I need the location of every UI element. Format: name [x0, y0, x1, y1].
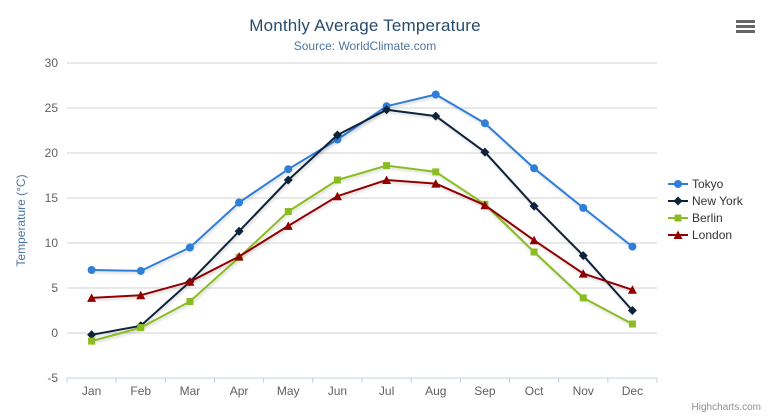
data-point-tokyo-dec[interactable]: [628, 242, 637, 251]
data-point-tokyo-may[interactable]: [284, 165, 293, 174]
data-point-new-york-may[interactable]: [283, 175, 293, 185]
data-point-london-jul[interactable]: [382, 175, 392, 185]
data-point-tokyo-nov[interactable]: [579, 203, 588, 212]
x-axis-label: Feb: [130, 384, 151, 398]
data-point-london-mar[interactable]: [185, 277, 195, 286]
data-point-berlin-mar[interactable]: [186, 298, 194, 305]
data-point-new-york-jul[interactable]: [382, 105, 392, 115]
data-point-berlin-feb[interactable]: [137, 324, 145, 332]
x-axis-label: Dec: [622, 384, 643, 398]
data-point-london-oct[interactable]: [529, 235, 539, 245]
gridlines: [67, 62, 657, 334]
x-axis-label: Mar: [180, 384, 201, 398]
legend-item-new-york[interactable]: New York: [668, 192, 743, 209]
x-axis-label: Apr: [230, 384, 249, 398]
hamburger-icon: [733, 20, 757, 33]
data-point-tokyo-sep[interactable]: [480, 119, 489, 128]
circle-legend-marker-icon: [668, 179, 688, 188]
data-point-new-york-jan[interactable]: [87, 330, 97, 340]
data-point-london-may[interactable]: [283, 221, 293, 230]
data-point-new-york-apr[interactable]: [234, 226, 244, 236]
chart-subtitle: Source: WorldClimate.com: [293, 39, 437, 53]
export-menu-button[interactable]: [731, 18, 759, 42]
data-point-london-aug[interactable]: [431, 179, 441, 188]
data-point-new-york-aug[interactable]: [431, 111, 441, 121]
data-point-london-nov[interactable]: [578, 269, 588, 278]
data-point-berlin-dec[interactable]: [628, 320, 636, 328]
y-axis-label: 20: [45, 146, 59, 160]
series-line-berlin: [91, 164, 633, 343]
highcharts-credits[interactable]: Highcharts.com: [691, 402, 761, 413]
y-axis-label: 25: [45, 101, 59, 115]
data-point-new-york-oct[interactable]: [529, 201, 539, 211]
data-point-new-york-jun[interactable]: [332, 130, 342, 140]
legend-item-london[interactable]: London: [668, 226, 743, 243]
data-point-new-york-dec[interactable]: [627, 306, 637, 315]
data-point-berlin-oct[interactable]: [530, 248, 538, 256]
data-point-tokyo-apr[interactable]: [235, 198, 244, 207]
x-axis-label: Aug: [425, 384, 446, 398]
x-axis-label: Jan: [82, 384, 101, 398]
x-axis-label: Oct: [525, 384, 544, 398]
x-axis-label: Sep: [474, 384, 496, 398]
y-axis-label: 10: [45, 236, 59, 250]
square-legend-marker-icon: [668, 214, 688, 221]
legend-item-berlin[interactable]: Berlin: [668, 209, 743, 226]
data-point-berlin-jan[interactable]: [88, 337, 96, 345]
legend: Tokyo New York Berlin London: [668, 175, 743, 243]
x-axis-label: Jun: [328, 384, 347, 398]
legend-label: New York: [692, 193, 743, 208]
y-axis-title: Temperature (°C): [14, 174, 28, 266]
y-axis-label: 0: [51, 326, 58, 340]
y-axis-label: 5: [51, 281, 58, 295]
diamond-legend-marker-icon: [668, 196, 688, 205]
data-point-tokyo-oct[interactable]: [530, 164, 539, 173]
legend-item-tokyo[interactable]: Tokyo: [668, 175, 743, 192]
data-point-berlin-aug[interactable]: [432, 168, 440, 176]
data-point-berlin-nov[interactable]: [579, 294, 587, 302]
series-line-tokyo: [91, 93, 634, 272]
data-point-tokyo-jan[interactable]: [87, 266, 96, 274]
data-point-london-sep[interactable]: [480, 200, 490, 210]
data-point-berlin-jul[interactable]: [383, 162, 391, 170]
data-point-tokyo-aug[interactable]: [431, 90, 440, 99]
series-line-new-york: [91, 108, 634, 336]
axes: [66, 377, 658, 383]
y-axis-label: 30: [45, 56, 59, 70]
data-point-london-feb[interactable]: [136, 290, 146, 300]
data-point-london-dec[interactable]: [627, 285, 637, 294]
data-point-new-york-nov[interactable]: [578, 251, 588, 261]
data-point-tokyo-feb[interactable]: [136, 266, 145, 275]
legend-label: Berlin: [692, 210, 723, 225]
data-point-london-jan[interactable]: [87, 293, 97, 302]
data-point-berlin-jun[interactable]: [333, 176, 341, 184]
series: [87, 90, 637, 345]
data-point-berlin-may[interactable]: [284, 208, 292, 215]
data-point-tokyo-mar[interactable]: [185, 243, 194, 252]
legend-label: London: [692, 227, 733, 242]
data-point-london-jun[interactable]: [332, 191, 342, 201]
series-line-london: [91, 179, 633, 299]
y-axis-label: 15: [45, 191, 59, 205]
data-point-london-apr[interactable]: [234, 252, 244, 261]
x-axis-label: May: [277, 384, 300, 398]
legend-label: Tokyo: [692, 176, 724, 191]
axis-labels: -5 0 5 10 15 20 25 30 Jan Feb Mar Apr May Jun Jul Aug Se…: [14, 56, 643, 398]
data-point-new-york-sep[interactable]: [480, 147, 490, 157]
x-axis-label: Nov: [573, 384, 594, 398]
y-axis-label: -5: [47, 371, 58, 385]
chart-title: Monthly Average Temperature: [249, 16, 481, 35]
triangle-legend-marker-icon: [668, 230, 688, 239]
x-axis-label: Jul: [379, 384, 394, 398]
